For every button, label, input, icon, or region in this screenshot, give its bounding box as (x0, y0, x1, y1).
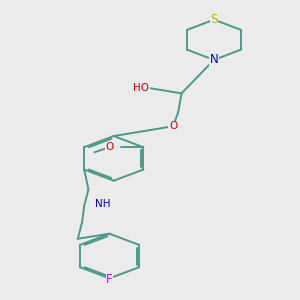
Text: NH: NH (95, 200, 110, 209)
Text: S: S (210, 13, 218, 26)
Text: O: O (169, 121, 177, 131)
Text: HO: HO (133, 83, 149, 93)
Text: F: F (106, 273, 113, 286)
Text: N: N (210, 53, 218, 66)
Text: O: O (105, 142, 113, 152)
